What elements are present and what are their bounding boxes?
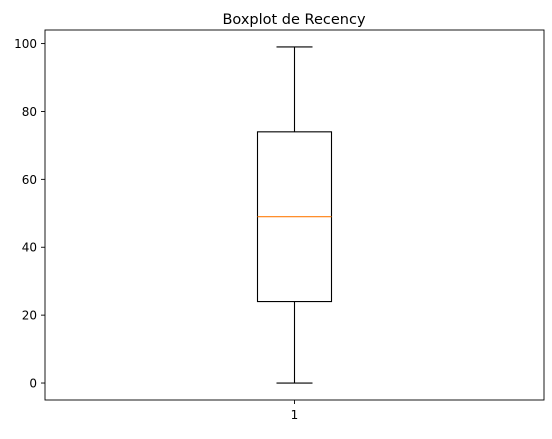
y-tick-label: 40 <box>22 241 37 255</box>
chart-title: Boxplot de Recency <box>222 12 365 28</box>
y-tick-label: 80 <box>22 105 37 119</box>
plot-area: 0 20 40 60 80 100 1 <box>14 29 545 422</box>
y-tick-label: 60 <box>22 173 37 187</box>
x-tick-label: 1 <box>291 408 299 422</box>
y-tick-label: 0 <box>29 377 37 391</box>
y-tick-label: 20 <box>22 309 37 323</box>
y-tick-label: 100 <box>14 37 37 51</box>
